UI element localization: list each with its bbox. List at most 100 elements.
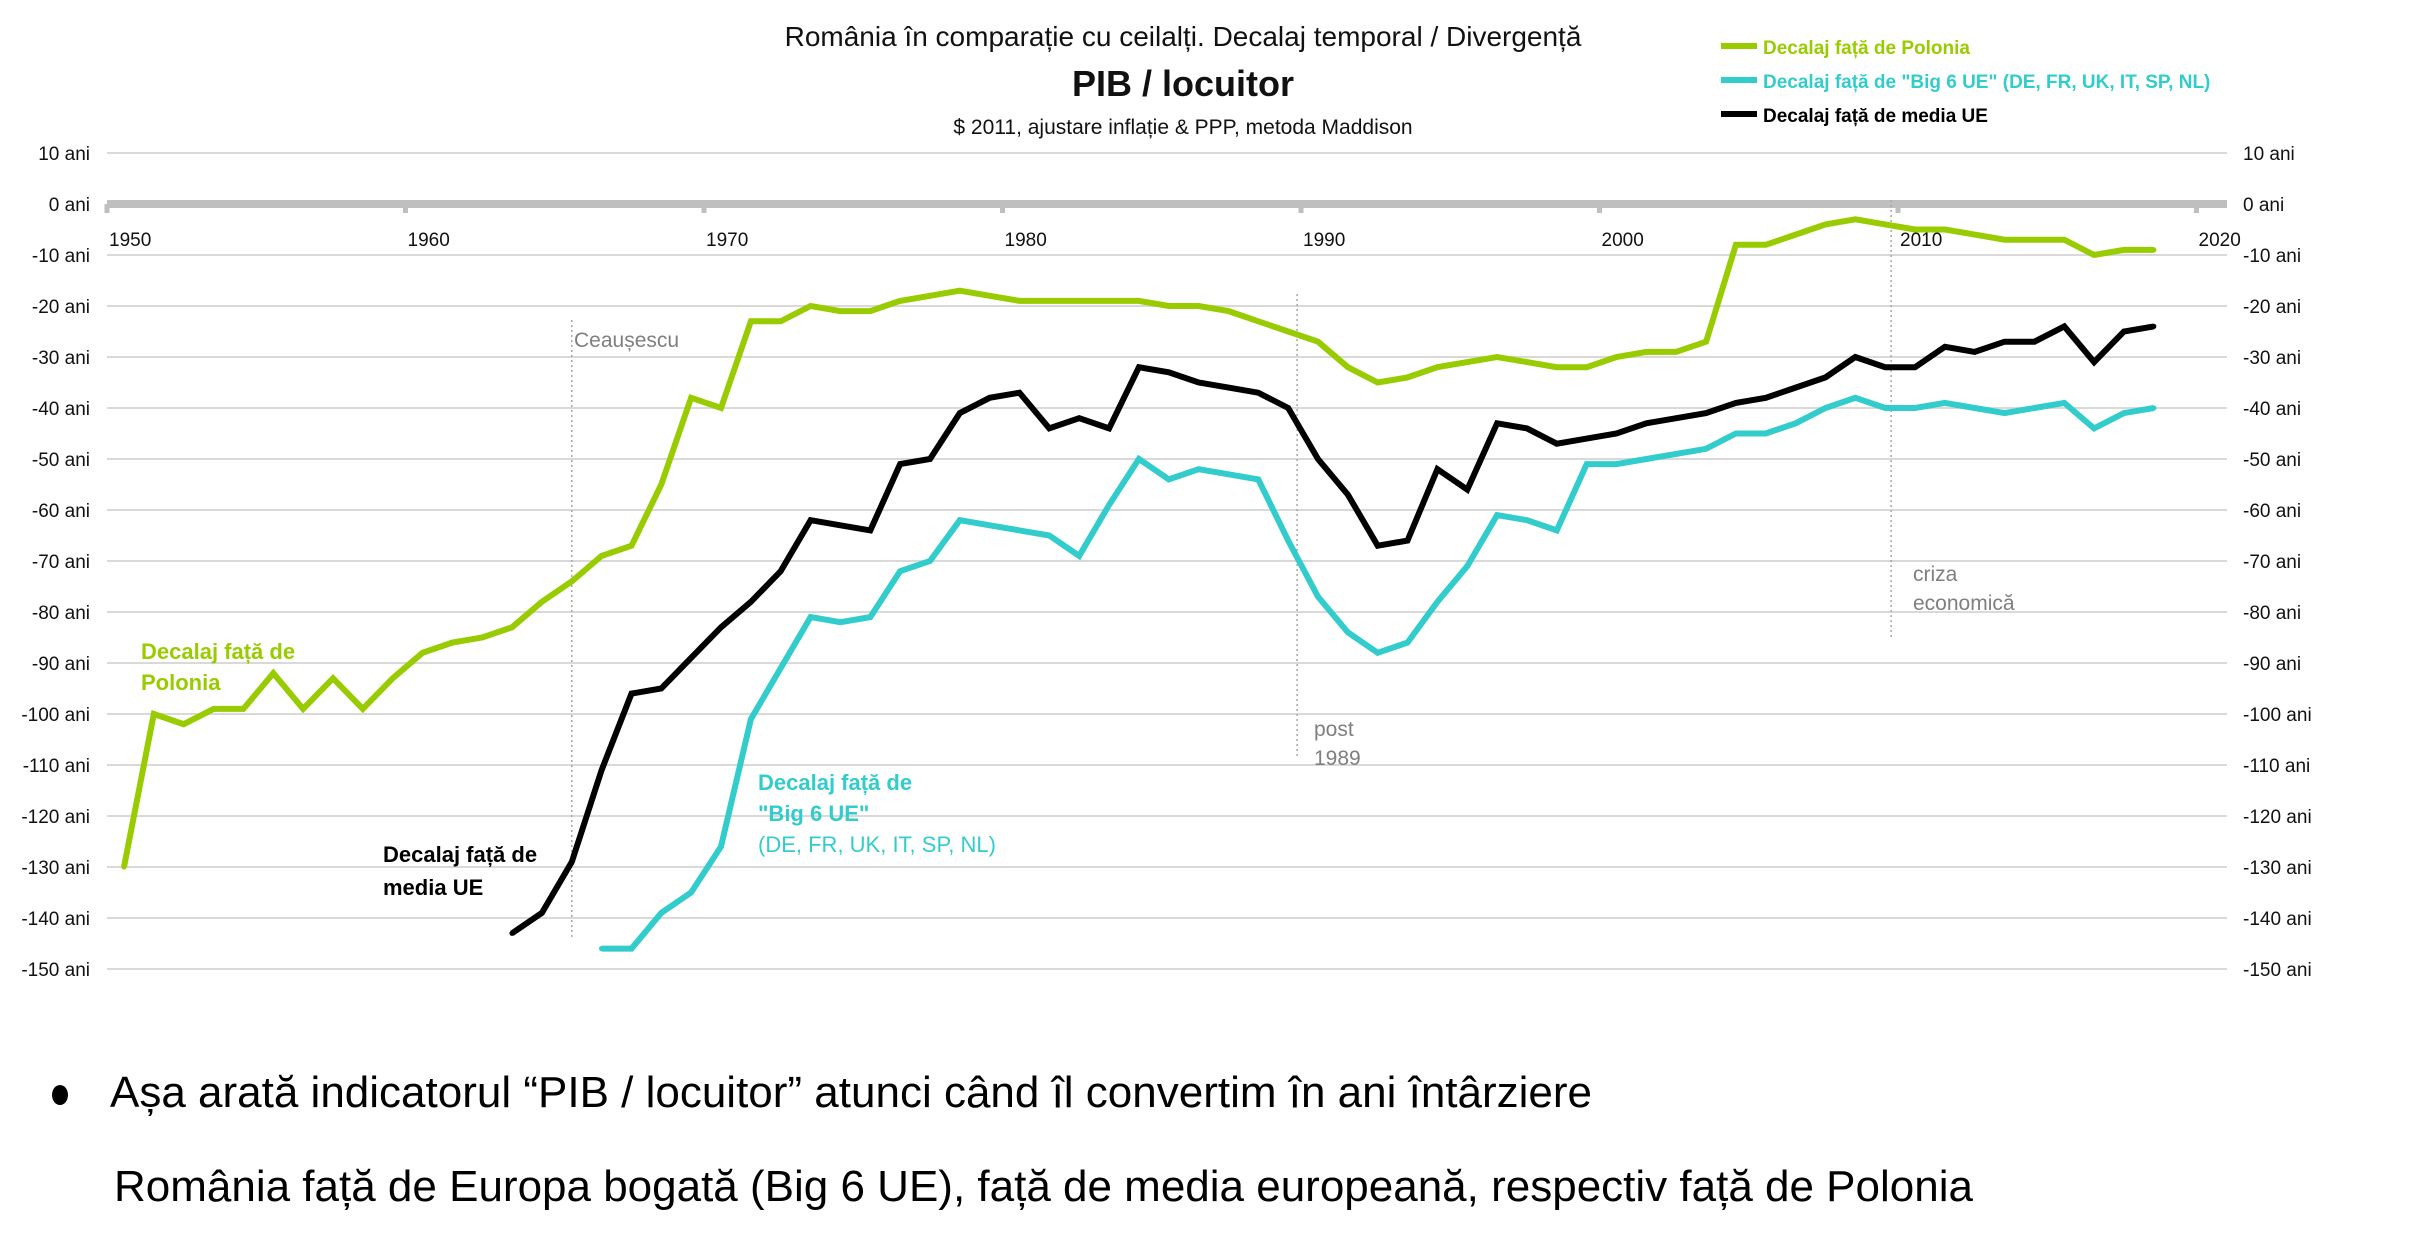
y-axis-left: 10 ani 0 ani -10 ani -20 ani -30 ani -40 ani -… — [21, 144, 90, 981]
data-point — [1673, 451, 1679, 457]
data-point — [1225, 308, 1232, 314]
data-point — [2002, 237, 2008, 243]
annotation-label: 1989 — [1314, 747, 1361, 770]
data-point — [1643, 420, 1649, 426]
data-point — [1076, 415, 1082, 421]
data-point — [1434, 599, 1440, 605]
data-point — [1882, 364, 1888, 370]
data-point — [1345, 492, 1351, 498]
data-point — [539, 910, 545, 916]
data-point — [1016, 298, 1023, 304]
data-point — [1942, 344, 1948, 350]
series-line-1 — [601, 394, 2155, 952]
data-point — [2091, 252, 2097, 258]
data-point — [1494, 354, 1500, 360]
data-point — [1584, 461, 1590, 467]
legend-label-big6: Decalaj față de "Big 6 UE" (DE, FR, UK, … — [1763, 72, 2210, 93]
legend-item-big6: Decalaj față de "Big 6 UE" (DE, FR, UK, … — [1721, 72, 2210, 93]
data-point — [1196, 379, 1202, 386]
y-axis-right: 10 ani 0 ani -10 ani -20 ani -30 ani -40 ani -… — [2243, 144, 2312, 981]
data-point — [121, 864, 127, 870]
data-point — [837, 522, 844, 528]
y-tick-label-left: -100 ani — [21, 705, 90, 726]
data-point — [957, 288, 963, 294]
data-point — [1106, 298, 1112, 304]
data-point — [2121, 410, 2127, 416]
data-point — [1106, 425, 1112, 431]
data-point — [628, 543, 635, 549]
data-point — [1375, 379, 1381, 386]
y-tick-label-right: -50 ani — [2243, 450, 2301, 471]
y-tick-label-left: -140 ani — [21, 909, 90, 930]
data-point — [1375, 650, 1381, 656]
data-point — [1554, 441, 1560, 447]
data-point — [1763, 430, 1769, 437]
data-point — [718, 844, 724, 850]
bullet-item: Așa arată indicatorul “PIB / locuitor” a… — [52, 1068, 1592, 1118]
y-tick-label-left: -70 ani — [32, 552, 90, 573]
data-point — [539, 599, 545, 605]
data-point — [1404, 640, 1411, 646]
data-point — [1942, 226, 1948, 233]
data-point — [1106, 502, 1112, 508]
data-point — [897, 568, 903, 574]
data-point — [1166, 476, 1172, 482]
annotations: Ceaușescu post 1989 criza economică — [574, 329, 2015, 770]
data-point — [1166, 369, 1172, 375]
x-tick-label: 2000 — [1602, 230, 1644, 251]
y-tick-label-left: -20 ani — [32, 297, 90, 318]
data-point — [1852, 216, 1858, 222]
data-point — [1733, 400, 1739, 406]
data-point — [688, 395, 694, 401]
chart: România în comparație cu ceilalți. Decal… — [21, 21, 2312, 981]
data-point — [897, 461, 903, 467]
y-tick-label-right: -30 ani — [2243, 348, 2301, 369]
data-point — [778, 568, 784, 574]
data-point — [2031, 405, 2037, 411]
data-point — [1046, 532, 1052, 539]
data-point — [658, 481, 664, 488]
data-point — [569, 578, 575, 585]
data-point — [987, 522, 993, 528]
data-point — [1076, 553, 1082, 559]
y-tick-label-left: -150 ani — [21, 960, 90, 981]
series-inline-label: Decalaj față de — [141, 639, 295, 664]
data-point — [1972, 349, 1978, 355]
data-point — [957, 410, 963, 416]
series-inline-label: (DE, FR, UK, IT, SP, NL) — [758, 832, 996, 857]
data-point — [628, 691, 635, 697]
y-tick-label-left: -80 ani — [32, 603, 90, 624]
data-point — [1852, 395, 1858, 401]
legend-label-media-ue: Decalaj față de media UE — [1763, 106, 1988, 127]
data-point — [270, 670, 276, 676]
data-point — [688, 889, 694, 896]
data-point — [2061, 237, 2067, 243]
data-point — [1255, 476, 1261, 482]
data-point — [1494, 420, 1500, 426]
data-point — [300, 706, 306, 712]
data-point — [867, 308, 873, 314]
y-tick-label-left: -110 ani — [23, 756, 90, 777]
data-point — [1285, 538, 1291, 544]
data-point — [658, 910, 664, 916]
data-point — [1912, 364, 1918, 370]
data-point — [1196, 303, 1202, 309]
y-tick-label-right: -10 ani — [2243, 246, 2301, 267]
data-point — [1464, 563, 1470, 569]
data-point — [1584, 436, 1590, 442]
y-tick-label-left: -90 ani — [32, 654, 90, 675]
data-point — [808, 517, 814, 523]
data-point — [1793, 232, 1799, 238]
data-point — [1046, 425, 1052, 431]
y-tick-label-right: -90 ani — [2243, 654, 2301, 675]
data-point — [509, 930, 515, 936]
series-inline-label: Decalaj față de — [758, 770, 912, 795]
data-point — [2091, 359, 2097, 365]
data-point — [1076, 298, 1082, 304]
data-point — [1255, 390, 1261, 396]
series-inline-label: "Big 6 UE" — [758, 801, 869, 826]
data-point — [1733, 430, 1739, 437]
y-tick-label-right: -70 ani — [2243, 552, 2301, 573]
data-point — [658, 685, 664, 692]
legend-label-polonia: Decalaj față de Polonia — [1763, 38, 1970, 59]
